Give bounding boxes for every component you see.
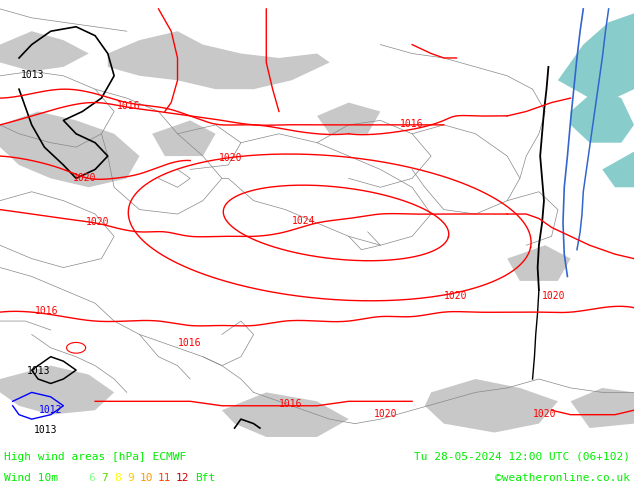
Text: 6: 6 <box>88 473 94 483</box>
Polygon shape <box>222 392 349 437</box>
Text: 1020: 1020 <box>73 172 96 183</box>
Text: 1013: 1013 <box>27 366 50 376</box>
Polygon shape <box>571 388 634 428</box>
Text: 11: 11 <box>158 473 172 483</box>
Polygon shape <box>425 379 558 433</box>
Text: 1016: 1016 <box>178 338 201 347</box>
Text: 1020: 1020 <box>86 217 109 227</box>
Polygon shape <box>571 89 634 143</box>
Text: 1020: 1020 <box>542 291 566 301</box>
Text: 1024: 1024 <box>292 216 315 226</box>
Text: 1016: 1016 <box>279 399 302 409</box>
Text: 12: 12 <box>176 473 190 483</box>
Text: High wind areas [hPa] ECMWF: High wind areas [hPa] ECMWF <box>4 452 186 462</box>
Polygon shape <box>0 31 89 72</box>
Polygon shape <box>317 102 380 134</box>
Text: 8: 8 <box>114 473 120 483</box>
Polygon shape <box>558 13 634 98</box>
Text: 1016: 1016 <box>117 101 141 111</box>
Polygon shape <box>108 31 330 89</box>
Text: Wind 10m: Wind 10m <box>4 473 58 483</box>
Polygon shape <box>0 112 139 187</box>
Text: Bft: Bft <box>195 473 216 483</box>
Text: 1013: 1013 <box>34 425 57 436</box>
Text: 1020: 1020 <box>533 409 556 419</box>
Text: 1020: 1020 <box>219 152 242 163</box>
Text: 10: 10 <box>140 473 153 483</box>
Polygon shape <box>602 151 634 187</box>
Text: ©weatheronline.co.uk: ©weatheronline.co.uk <box>495 473 630 483</box>
Text: 1013: 1013 <box>21 70 44 80</box>
Text: 9: 9 <box>127 473 134 483</box>
Text: 1016: 1016 <box>35 306 58 317</box>
Text: 1020: 1020 <box>444 291 467 301</box>
Polygon shape <box>152 121 216 156</box>
Text: Tu 28-05-2024 12:00 UTC (06+102): Tu 28-05-2024 12:00 UTC (06+102) <box>414 452 630 462</box>
Text: 1016: 1016 <box>399 119 423 129</box>
Text: 1020: 1020 <box>374 409 398 419</box>
Polygon shape <box>0 366 114 415</box>
Text: 1012: 1012 <box>39 405 63 415</box>
Polygon shape <box>507 245 571 281</box>
Text: 7: 7 <box>101 473 108 483</box>
